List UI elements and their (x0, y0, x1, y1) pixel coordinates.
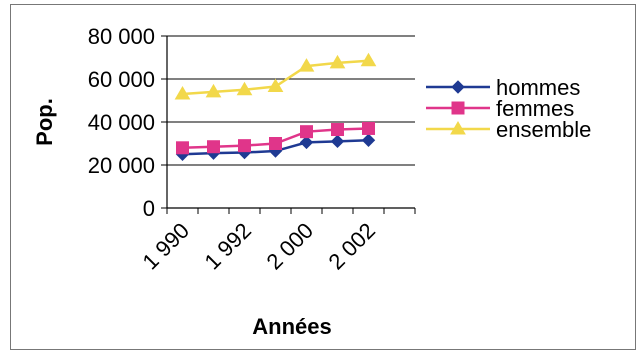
x-tick-label-4: 2 000 (261, 218, 318, 275)
legend-marker-hommes (451, 80, 465, 94)
x-tick-label-0: 1 990 (137, 218, 194, 275)
legend-marker-femmes (451, 101, 465, 115)
point-ensemble-3 (267, 78, 284, 93)
y-tick-label-3: 60 000 (88, 67, 155, 92)
y-tick-label-1: 20 000 (88, 153, 155, 178)
point-ensemble-5 (329, 54, 346, 69)
legend-label-femmes: femmes (496, 96, 574, 121)
legend-item-ensemble: ensemble (426, 117, 591, 142)
point-ensemble-1 (205, 83, 222, 98)
point-femmes-0 (176, 141, 189, 155)
point-hommes-4 (299, 135, 314, 150)
y-tick-label-2: 40 000 (88, 110, 155, 135)
x-axis-title: Années (252, 314, 331, 339)
legend-label-ensemble: ensemble (496, 117, 591, 142)
point-femmes-3 (269, 137, 282, 150)
legend-marker-ensemble (450, 121, 466, 135)
legend-item-hommes: hommes (426, 75, 580, 100)
x-tick-label-6: 2 002 (323, 218, 380, 275)
point-femmes-5 (331, 123, 344, 137)
point-ensemble-4 (298, 58, 315, 72)
y-tick-labels: 0 20 000 40 000 60 000 80 000 (88, 24, 155, 221)
series-ensemble (174, 52, 377, 100)
point-femmes-1 (207, 140, 220, 154)
series-femmes (176, 121, 375, 155)
point-ensemble-2 (236, 81, 253, 96)
point-femmes-6 (362, 121, 375, 135)
point-ensemble-0 (174, 86, 191, 100)
axes (161, 35, 416, 214)
legend-label-hommes: hommes (496, 75, 580, 100)
y-tick-label-0: 0 (143, 196, 155, 221)
point-femmes-4 (300, 125, 313, 139)
point-hommes-5 (330, 134, 345, 149)
y-tick-label-4: 80 000 (88, 24, 155, 49)
legend-item-femmes: femmes (426, 96, 574, 121)
x-tick-labels: 1 990 1 992 2 000 2 002 (137, 218, 380, 275)
y-axis-title: Pop. (32, 98, 57, 146)
point-femmes-2 (238, 139, 251, 153)
x-tick-label-2: 1 992 (199, 218, 256, 275)
point-ensemble-6 (360, 52, 377, 67)
series-layer (174, 52, 377, 161)
point-hommes-6 (361, 133, 376, 147)
